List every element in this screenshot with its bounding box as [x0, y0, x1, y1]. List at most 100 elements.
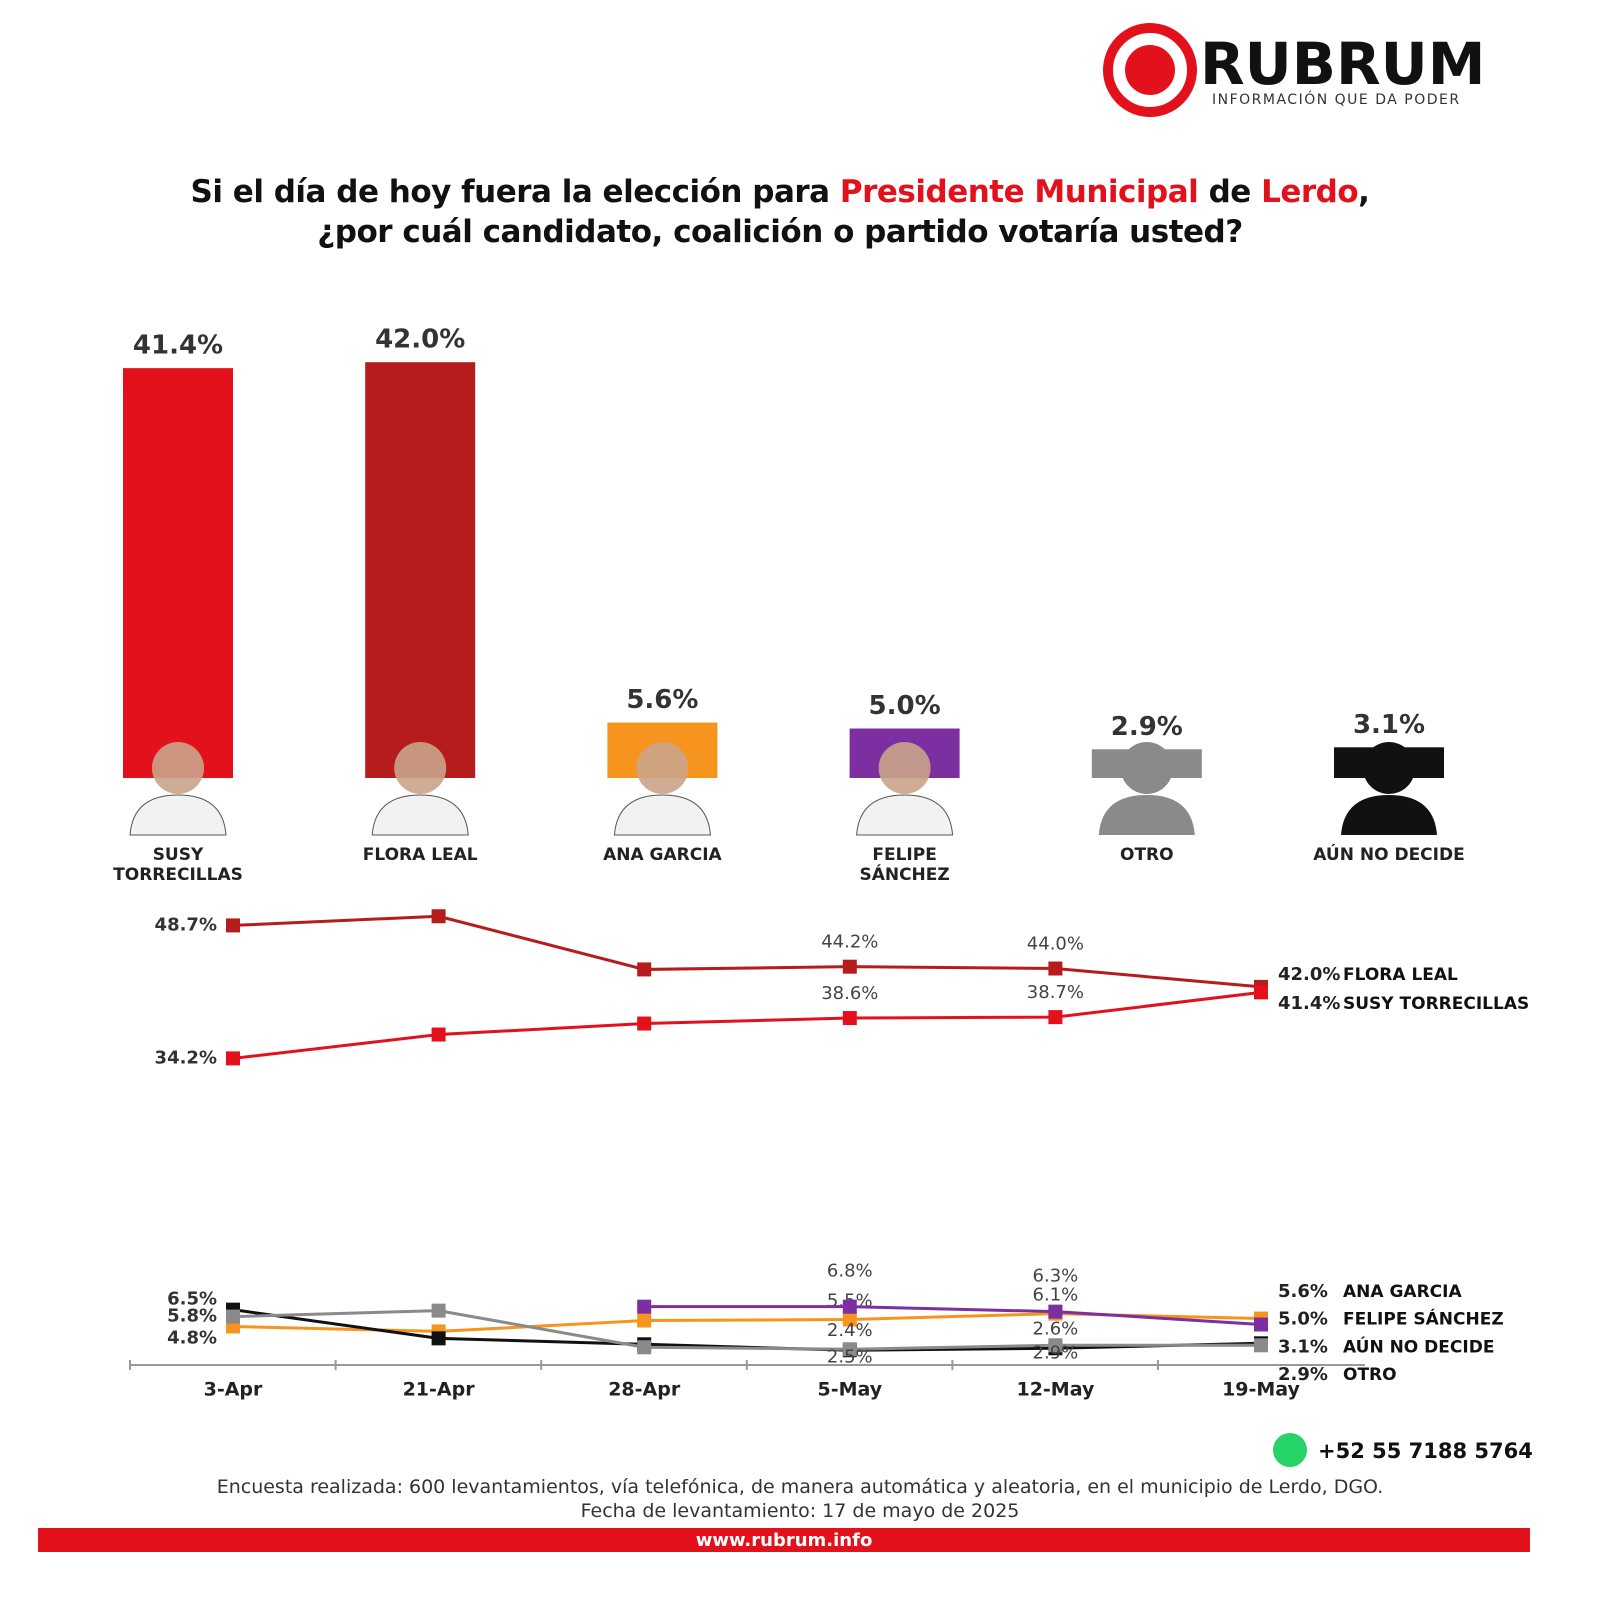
legend-label: FELIPE SÁNCHEZ [1343, 1308, 1504, 1330]
bar [123, 368, 233, 778]
series-line [232, 914, 1262, 989]
series-point [1048, 961, 1063, 976]
title-part: , [1358, 174, 1370, 210]
title-part: de [1198, 174, 1262, 210]
candidate-photo [152, 742, 204, 794]
candidate-photo [1098, 795, 1195, 835]
point-label: 6.8% [827, 1261, 873, 1282]
series-point [431, 1331, 446, 1346]
candidate-name: FELIPE SÁNCHEZ [859, 845, 950, 885]
end-value-label: 42.0% [1278, 964, 1340, 985]
series-point [431, 1303, 446, 1318]
candidate-photo [129, 794, 227, 836]
point-label: 2.9% [1033, 1342, 1079, 1363]
title-part: Presidente Municipal [839, 174, 1199, 210]
series-point [842, 1342, 857, 1357]
end-value-label: 5.6% [1278, 1281, 1328, 1302]
point-label: 6.5% [167, 1289, 217, 1310]
logo-name: RUBRUM [1200, 30, 1485, 98]
phone: +52 55 7188 5764 [1318, 1439, 1533, 1463]
bar-value-label: 3.1% [1353, 710, 1425, 740]
point-label: 2.6% [1033, 1318, 1079, 1339]
series-point [842, 959, 857, 974]
candidate-name: OTRO [1120, 845, 1174, 865]
legend-label: AÚN NO DECIDE [1343, 1335, 1494, 1357]
point-label: 38.6% [821, 983, 878, 1004]
point-label: 44.0% [1027, 934, 1084, 955]
x-tick-label: 3-Apr [204, 1379, 263, 1401]
point-label: 2.5% [827, 1346, 873, 1367]
series-point [637, 1016, 652, 1031]
series-point [431, 909, 446, 924]
end-value-label: 5.0% [1278, 1309, 1328, 1330]
bar [365, 362, 476, 778]
series-point [1048, 1304, 1063, 1319]
candidate-photo [613, 794, 711, 836]
point-label: 6.3% [1033, 1266, 1079, 1287]
title-part: Si el día de hoy fuera la elección para [190, 174, 840, 210]
series-line [644, 1305, 1262, 1326]
series-point [842, 1312, 857, 1327]
candidate-photo [856, 794, 954, 836]
x-tick-label: 28-Apr [608, 1379, 681, 1401]
bar-value-label: 42.0% [375, 325, 465, 355]
series-point [226, 918, 240, 933]
series-point [226, 1309, 240, 1324]
series-point [637, 1313, 652, 1328]
series-point [637, 1340, 652, 1355]
candidate-name: ANA GARCIA [603, 845, 722, 865]
title-line-1: Si el día de hoy fuera la elección para … [0, 174, 1560, 210]
website: www.rubrum.info [696, 1530, 873, 1551]
end-value-label: 41.4% [1278, 993, 1340, 1014]
point-label: 34.2% [155, 1047, 217, 1068]
legend-label: ANA GARCIA [1343, 1282, 1462, 1302]
candidate-photo [1120, 742, 1173, 794]
x-tick-label: 19-May [1222, 1379, 1300, 1401]
point-label: 5.8% [167, 1306, 217, 1327]
logo-dot [1125, 45, 1175, 95]
candidate-photo [878, 742, 931, 794]
footer-bar [38, 1528, 1530, 1552]
legend-label: SUSY TORRECILLAS [1343, 994, 1529, 1014]
point-label: 4.8% [167, 1327, 217, 1348]
x-tick-label: 21-Apr [403, 1379, 476, 1401]
title-line-2: ¿por cuál candidato, coalición o partido… [317, 214, 1243, 250]
logo-ring [1103, 23, 1197, 117]
series-point [637, 1299, 652, 1314]
title-part: Lerdo [1261, 174, 1359, 210]
bar-value-label: 5.6% [626, 685, 698, 715]
end-value-label: 2.9% [1278, 1364, 1328, 1385]
series-point [637, 962, 652, 977]
bar-value-label: 2.9% [1111, 712, 1183, 742]
candidate-photo [371, 794, 469, 836]
point-label: 44.2% [821, 932, 878, 953]
legend-label: FLORA LEAL [1343, 965, 1458, 985]
whatsapp-icon [1273, 1433, 1307, 1467]
series-point [842, 1299, 857, 1314]
candidate-photo [1341, 795, 1437, 835]
candidate-photo [394, 742, 447, 794]
series-point [1048, 1010, 1063, 1025]
series-point [431, 1027, 446, 1042]
footnote: Encuesta realizada: 600 levantamientos, … [216, 1476, 1384, 1498]
series-line [232, 1309, 1261, 1351]
candidate-name: FLORA LEAL [362, 845, 478, 865]
point-label: 2.4% [827, 1320, 873, 1341]
end-value-label: 3.1% [1278, 1336, 1328, 1357]
candidate-photo [1363, 742, 1415, 794]
point-label: 6.1% [1033, 1285, 1079, 1306]
series-point [842, 1011, 857, 1026]
legend-label: OTRO [1343, 1365, 1397, 1385]
point-label: 48.7% [155, 914, 217, 935]
series-line [232, 990, 1262, 1060]
series-point [1048, 1338, 1063, 1353]
series-point [226, 1051, 240, 1066]
logo-tagline: INFORMACIÓN QUE DA PODER [1212, 90, 1461, 108]
x-tick-label: 5-May [817, 1379, 882, 1401]
series-point [1254, 1338, 1268, 1353]
point-label: 38.7% [1027, 982, 1084, 1003]
bar-value-label: 5.0% [869, 691, 941, 721]
bar-value-label: 41.4% [133, 331, 223, 361]
